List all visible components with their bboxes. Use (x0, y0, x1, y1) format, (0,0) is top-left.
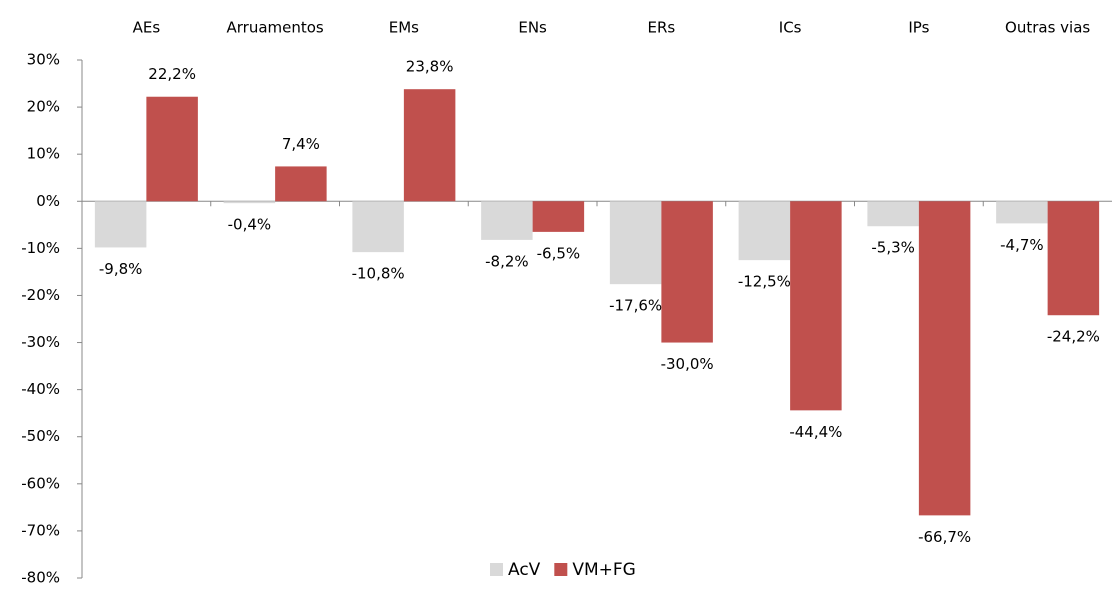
value-label: -12,5% (738, 273, 791, 291)
bar (223, 201, 276, 204)
category-label: Outras vias (1005, 19, 1090, 37)
value-label: -66,7% (918, 528, 971, 546)
category-label: AEs (133, 19, 161, 37)
value-label: -4,7% (1000, 236, 1044, 254)
bar (532, 201, 585, 232)
value-label: -24,2% (1047, 328, 1100, 346)
value-label: -6,5% (537, 244, 581, 262)
category-label: Arruamentos (226, 19, 323, 37)
value-label: -0,4% (228, 216, 272, 234)
bar (661, 201, 713, 343)
y-tick-label: -70% (21, 521, 60, 539)
legend-swatch (490, 563, 503, 576)
y-tick-label: 30% (27, 51, 60, 69)
value-label: -8,2% (485, 252, 529, 270)
category-label: ERs (648, 19, 676, 37)
y-tick-label: -50% (21, 427, 60, 445)
y-tick-label: -40% (21, 380, 60, 398)
value-label: -30,0% (661, 355, 714, 373)
legend-label: VM+FG (572, 560, 636, 580)
legend-label: AcV (508, 560, 541, 580)
y-tick-label: -80% (21, 569, 60, 587)
legend-swatch (554, 563, 568, 576)
bar (481, 201, 533, 240)
bar (867, 201, 919, 227)
bar (996, 201, 1048, 224)
y-tick-label: -10% (21, 239, 60, 257)
y-tick-label: 10% (27, 145, 60, 163)
y-tick-label: -20% (21, 286, 60, 304)
bar (918, 201, 971, 516)
value-label: -17,6% (609, 297, 662, 315)
bar (275, 166, 327, 202)
bar (94, 201, 147, 248)
value-label: -5,3% (871, 239, 915, 257)
bar (790, 201, 842, 411)
category-label: IPs (908, 19, 929, 37)
category-label: EMs (389, 19, 419, 37)
category-label: ENs (518, 19, 547, 37)
bar (738, 201, 791, 261)
bar (609, 201, 662, 285)
y-tick-label: 20% (27, 98, 60, 116)
value-label: -44,4% (789, 423, 842, 441)
bar (352, 201, 404, 253)
bar (146, 96, 198, 202)
value-label: -10,8% (352, 265, 405, 283)
value-label: 7,4% (282, 135, 320, 153)
y-tick-label: -60% (21, 474, 60, 492)
value-label: -9,8% (99, 260, 143, 278)
category-label: ICs (779, 19, 802, 37)
y-tick-label: -30% (21, 333, 60, 351)
value-label: 23,8% (406, 58, 454, 76)
value-label: 22,2% (148, 65, 196, 83)
bar (403, 89, 456, 202)
bar (1047, 201, 1100, 316)
y-tick-label: 0% (36, 192, 60, 210)
